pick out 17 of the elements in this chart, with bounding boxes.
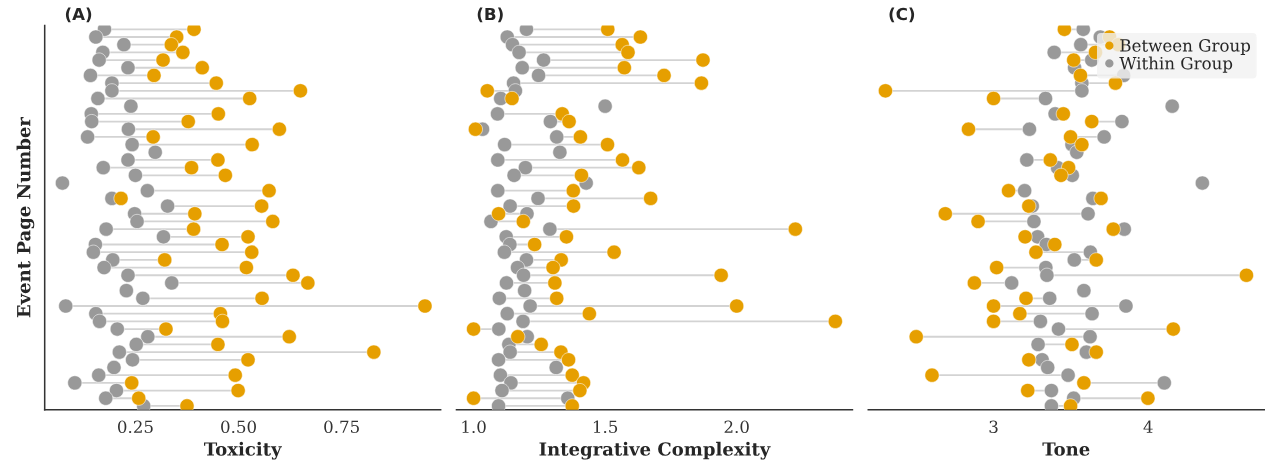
x-tick-label: 4	[1143, 420, 1153, 433]
x-tick-label: 0.50	[221, 420, 256, 434]
chart-title: (C)	[889, 7, 915, 23]
x-tick-label: 2.0	[724, 420, 749, 434]
x-axis-title: Toxicity	[204, 441, 282, 460]
x-axis-title: Tone	[1042, 442, 1090, 456]
legend-label: Within Group	[1119, 56, 1233, 73]
chart-title: (A)	[65, 7, 92, 23]
x-tick-label: 0.25	[117, 420, 153, 434]
x-tick-label: 1.5	[593, 420, 618, 434]
legend-label: Between Group	[1120, 39, 1251, 55]
y-axis-title: Event Page Number	[16, 116, 35, 318]
x-axis-title: Integrative Complexity	[539, 441, 771, 460]
chart-title: (B)	[477, 7, 503, 23]
x-tick-label: 3	[989, 420, 998, 434]
x-tick-label: 1.0	[462, 420, 486, 434]
x-tick-label: 0.75	[324, 420, 359, 434]
